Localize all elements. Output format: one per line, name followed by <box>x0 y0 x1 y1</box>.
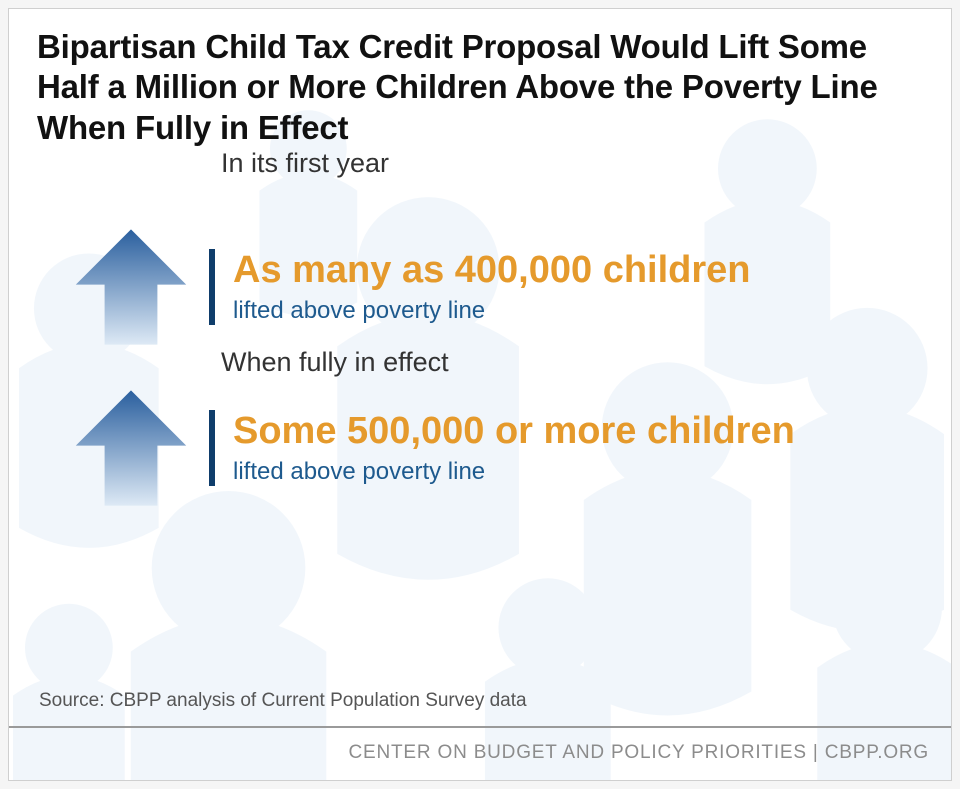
infographic-title: Bipartisan Child Tax Credit Proposal Wou… <box>37 27 923 148</box>
block-text: Some 500,000 or more children lifted abo… <box>209 410 795 486</box>
stat-block-first-year: In its first year As many as 400,000 chi… <box>37 148 923 347</box>
stat-block-fully-in-effect: When fully in effect Some 500,000 or mor… <box>37 347 923 508</box>
up-arrow-icon <box>71 227 191 347</box>
source-text: Source: CBPP analysis of Current Populat… <box>37 690 923 726</box>
block-label: In its first year <box>43 148 923 179</box>
block-label: When fully in effect <box>43 347 923 378</box>
block-headline: As many as 400,000 children <box>233 249 751 293</box>
block-headline: Some 500,000 or more children <box>233 410 795 454</box>
content-area: Bipartisan Child Tax Credit Proposal Wou… <box>9 9 951 726</box>
block-subline: lifted above poverty line <box>233 297 751 325</box>
block-text: As many as 400,000 children lifted above… <box>209 249 751 325</box>
footer-attribution: CENTER ON BUDGET AND POLICY PRIORITIES |… <box>9 726 951 780</box>
infographic-card: Bipartisan Child Tax Credit Proposal Wou… <box>8 8 952 781</box>
up-arrow-icon <box>71 388 191 508</box>
block-subline: lifted above poverty line <box>233 458 795 486</box>
